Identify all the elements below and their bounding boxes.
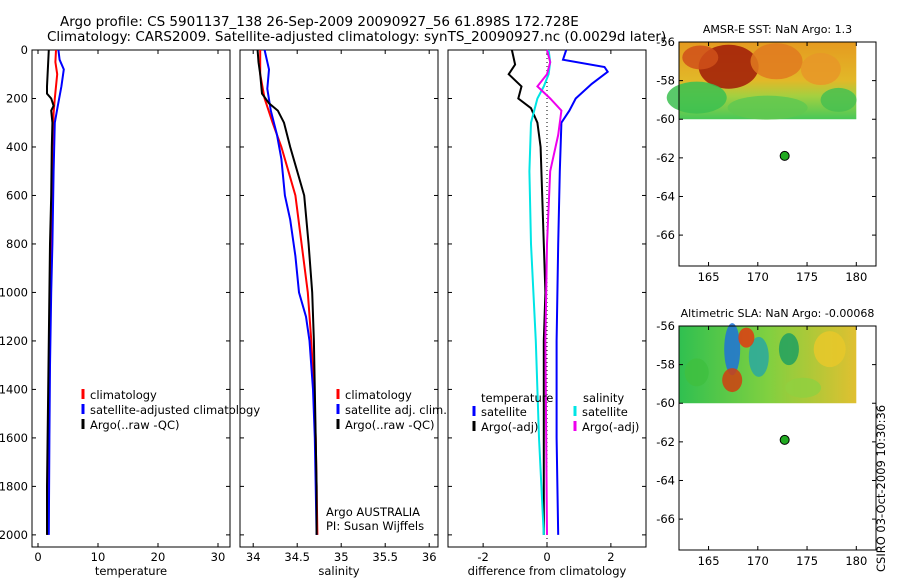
map-title: AMSR-E SST: NaN Argo: 1.3	[703, 23, 852, 36]
legend-label: satellite-adjusted climatology	[90, 403, 260, 417]
map-y-tick-label: -60	[656, 396, 675, 410]
map-x-tick-label: 165	[698, 270, 720, 284]
x-axis-label: difference from climatology	[468, 564, 627, 578]
figure-title-line1: Argo profile: CS 5901137_138 26-Sep-2009…	[60, 14, 579, 30]
heatmap-cell	[684, 358, 709, 387]
legend-label: climatology	[90, 388, 157, 402]
series-line-argo-raw-qc-	[46, 49, 55, 535]
x-tick-label: 36	[422, 550, 437, 564]
float-annotation: Argo AUSTRALIA	[326, 505, 420, 519]
figure-title-line2: Climatology: CARS2009. Satellite-adjuste…	[47, 29, 667, 45]
heatmap-sla	[679, 323, 857, 404]
heatmap-cell	[682, 45, 719, 70]
heatmap-cell	[738, 327, 755, 348]
map-title: Altimetric SLA: NaN Argo: -0.00068	[681, 307, 875, 320]
y-tick-label: 0	[21, 43, 28, 57]
x-tick-label: 10	[91, 550, 106, 564]
heatmap-cell	[778, 333, 799, 366]
heatmap-cell	[813, 331, 846, 368]
map-y-tick-label: -58	[656, 358, 675, 372]
x-tick-label: 34.5	[284, 550, 310, 564]
map-y-tick-label: -56	[656, 35, 675, 49]
y-tick-label: 600	[6, 188, 28, 202]
legend-label: satellite	[582, 405, 628, 419]
y-tick-label: 800	[6, 237, 28, 251]
x-tick-label: 2	[607, 550, 614, 564]
legend-label: Argo(..raw -QC)	[345, 418, 435, 432]
map-x-tick-label: 170	[747, 270, 769, 284]
heatmap-cell	[727, 95, 808, 120]
heatmap-sst	[666, 42, 857, 120]
legend-group-title: temperature	[481, 391, 553, 405]
heatmap-cell	[820, 87, 857, 112]
plot-frame-2	[239, 49, 439, 548]
y-tick-label: 1400	[0, 382, 28, 396]
x-axis-label: salinity	[318, 564, 359, 578]
map-x-tick-label: 175	[796, 554, 818, 568]
y-tick-label: 1000	[0, 285, 28, 299]
heatmap-cell	[724, 323, 741, 376]
series-line-satellite-adj-clim-	[263, 49, 318, 535]
map-y-tick-label: -66	[656, 512, 675, 526]
plot-frame-1	[31, 49, 231, 548]
x-tick-label: 30	[211, 550, 226, 564]
map-x-tick-label: 175	[796, 270, 818, 284]
x-axis-label: temperature	[95, 564, 167, 578]
map-y-tick-label: -66	[656, 228, 675, 242]
y-tick-label: 1600	[0, 431, 28, 445]
legend-label: Argo(..raw -QC)	[90, 418, 180, 432]
map-y-tick-label: -62	[656, 435, 675, 449]
legend-label: Argo(-adj)	[582, 420, 639, 434]
x-tick-label: 0	[543, 550, 550, 564]
float-annotation: PI: Susan Wijffels	[326, 519, 424, 533]
heatmap-cell	[666, 81, 727, 114]
map-y-tick-label: -62	[656, 151, 675, 165]
map-y-tick-label: -56	[656, 319, 675, 333]
map-y-tick-label: -60	[656, 112, 675, 126]
map-y-tick-label: -64	[656, 473, 675, 487]
legend-label: climatology	[345, 388, 412, 402]
map-frame	[678, 41, 877, 267]
heatmap-cell	[750, 43, 803, 80]
y-tick-label: 400	[6, 140, 28, 154]
series-line-climatology	[259, 50, 319, 535]
y-tick-label: 1800	[0, 479, 28, 493]
map-y-tick-label: -64	[656, 189, 675, 203]
series-line-salinity-argo-adj-	[536, 49, 563, 535]
series-line-argo-raw-qc-	[256, 49, 318, 535]
legend-label: satellite adj. clim.	[345, 403, 447, 417]
map-x-tick-label: 180	[845, 270, 867, 284]
x-tick-label: 34	[246, 550, 261, 564]
map-y-tick-label: -58	[656, 74, 675, 88]
x-tick-label: 0	[34, 550, 41, 564]
series-line-temperature-argo-adj-	[507, 49, 547, 535]
series-line-temperature-satellite	[555, 49, 610, 535]
x-tick-label: 35.5	[372, 550, 398, 564]
legend-label: satellite	[481, 405, 527, 419]
y-tick-label: 2000	[0, 528, 28, 542]
map-x-tick-label: 180	[845, 554, 867, 568]
x-tick-label: 20	[151, 550, 166, 564]
series-line-salinity-satellite	[528, 49, 552, 535]
map-x-tick-label: 165	[698, 554, 720, 568]
legend-label: Argo(-adj)	[481, 420, 538, 434]
heatmap-cell	[722, 368, 743, 393]
map-frame	[678, 325, 877, 551]
heatmap-cell	[785, 377, 822, 398]
x-tick-label: 35	[334, 550, 349, 564]
x-tick-label: -2	[477, 550, 488, 564]
legend-group-title: salinity	[583, 391, 624, 405]
argo-position-marker	[779, 434, 790, 445]
argo-position-marker	[779, 150, 790, 161]
series-line-satellite-adjusted-climatology	[47, 49, 65, 535]
timestamp: CSIRO 03-Oct-2009 10:30:36	[874, 405, 888, 572]
y-tick-label: 200	[6, 91, 28, 105]
map-x-tick-label: 170	[747, 554, 769, 568]
heatmap-cell	[800, 53, 841, 86]
heatmap-cell	[748, 336, 769, 377]
y-tick-label: 1200	[0, 334, 28, 348]
